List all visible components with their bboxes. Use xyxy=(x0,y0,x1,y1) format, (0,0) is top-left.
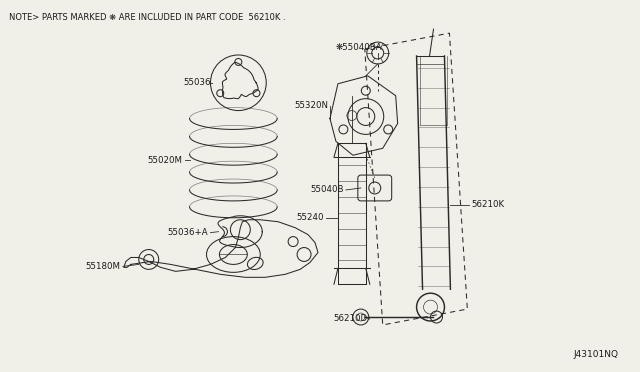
Text: 55240: 55240 xyxy=(296,213,324,222)
Text: 55020M: 55020M xyxy=(148,156,182,165)
Text: 56210D: 56210D xyxy=(333,314,368,324)
Text: 55180M: 55180M xyxy=(86,262,121,271)
Text: 56210K: 56210K xyxy=(471,201,504,209)
Text: 55036: 55036 xyxy=(183,78,211,87)
Text: ❋55040BA: ❋55040BA xyxy=(336,42,383,52)
Text: 55320N: 55320N xyxy=(294,101,328,110)
Text: 55040B: 55040B xyxy=(310,186,344,195)
Text: 55036+A: 55036+A xyxy=(168,228,209,237)
Text: NOTE> PARTS MARKED ❋ ARE INCLUDED IN PART CODE  56210K .: NOTE> PARTS MARKED ❋ ARE INCLUDED IN PAR… xyxy=(10,13,286,22)
Text: J43101NQ: J43101NQ xyxy=(573,350,619,359)
